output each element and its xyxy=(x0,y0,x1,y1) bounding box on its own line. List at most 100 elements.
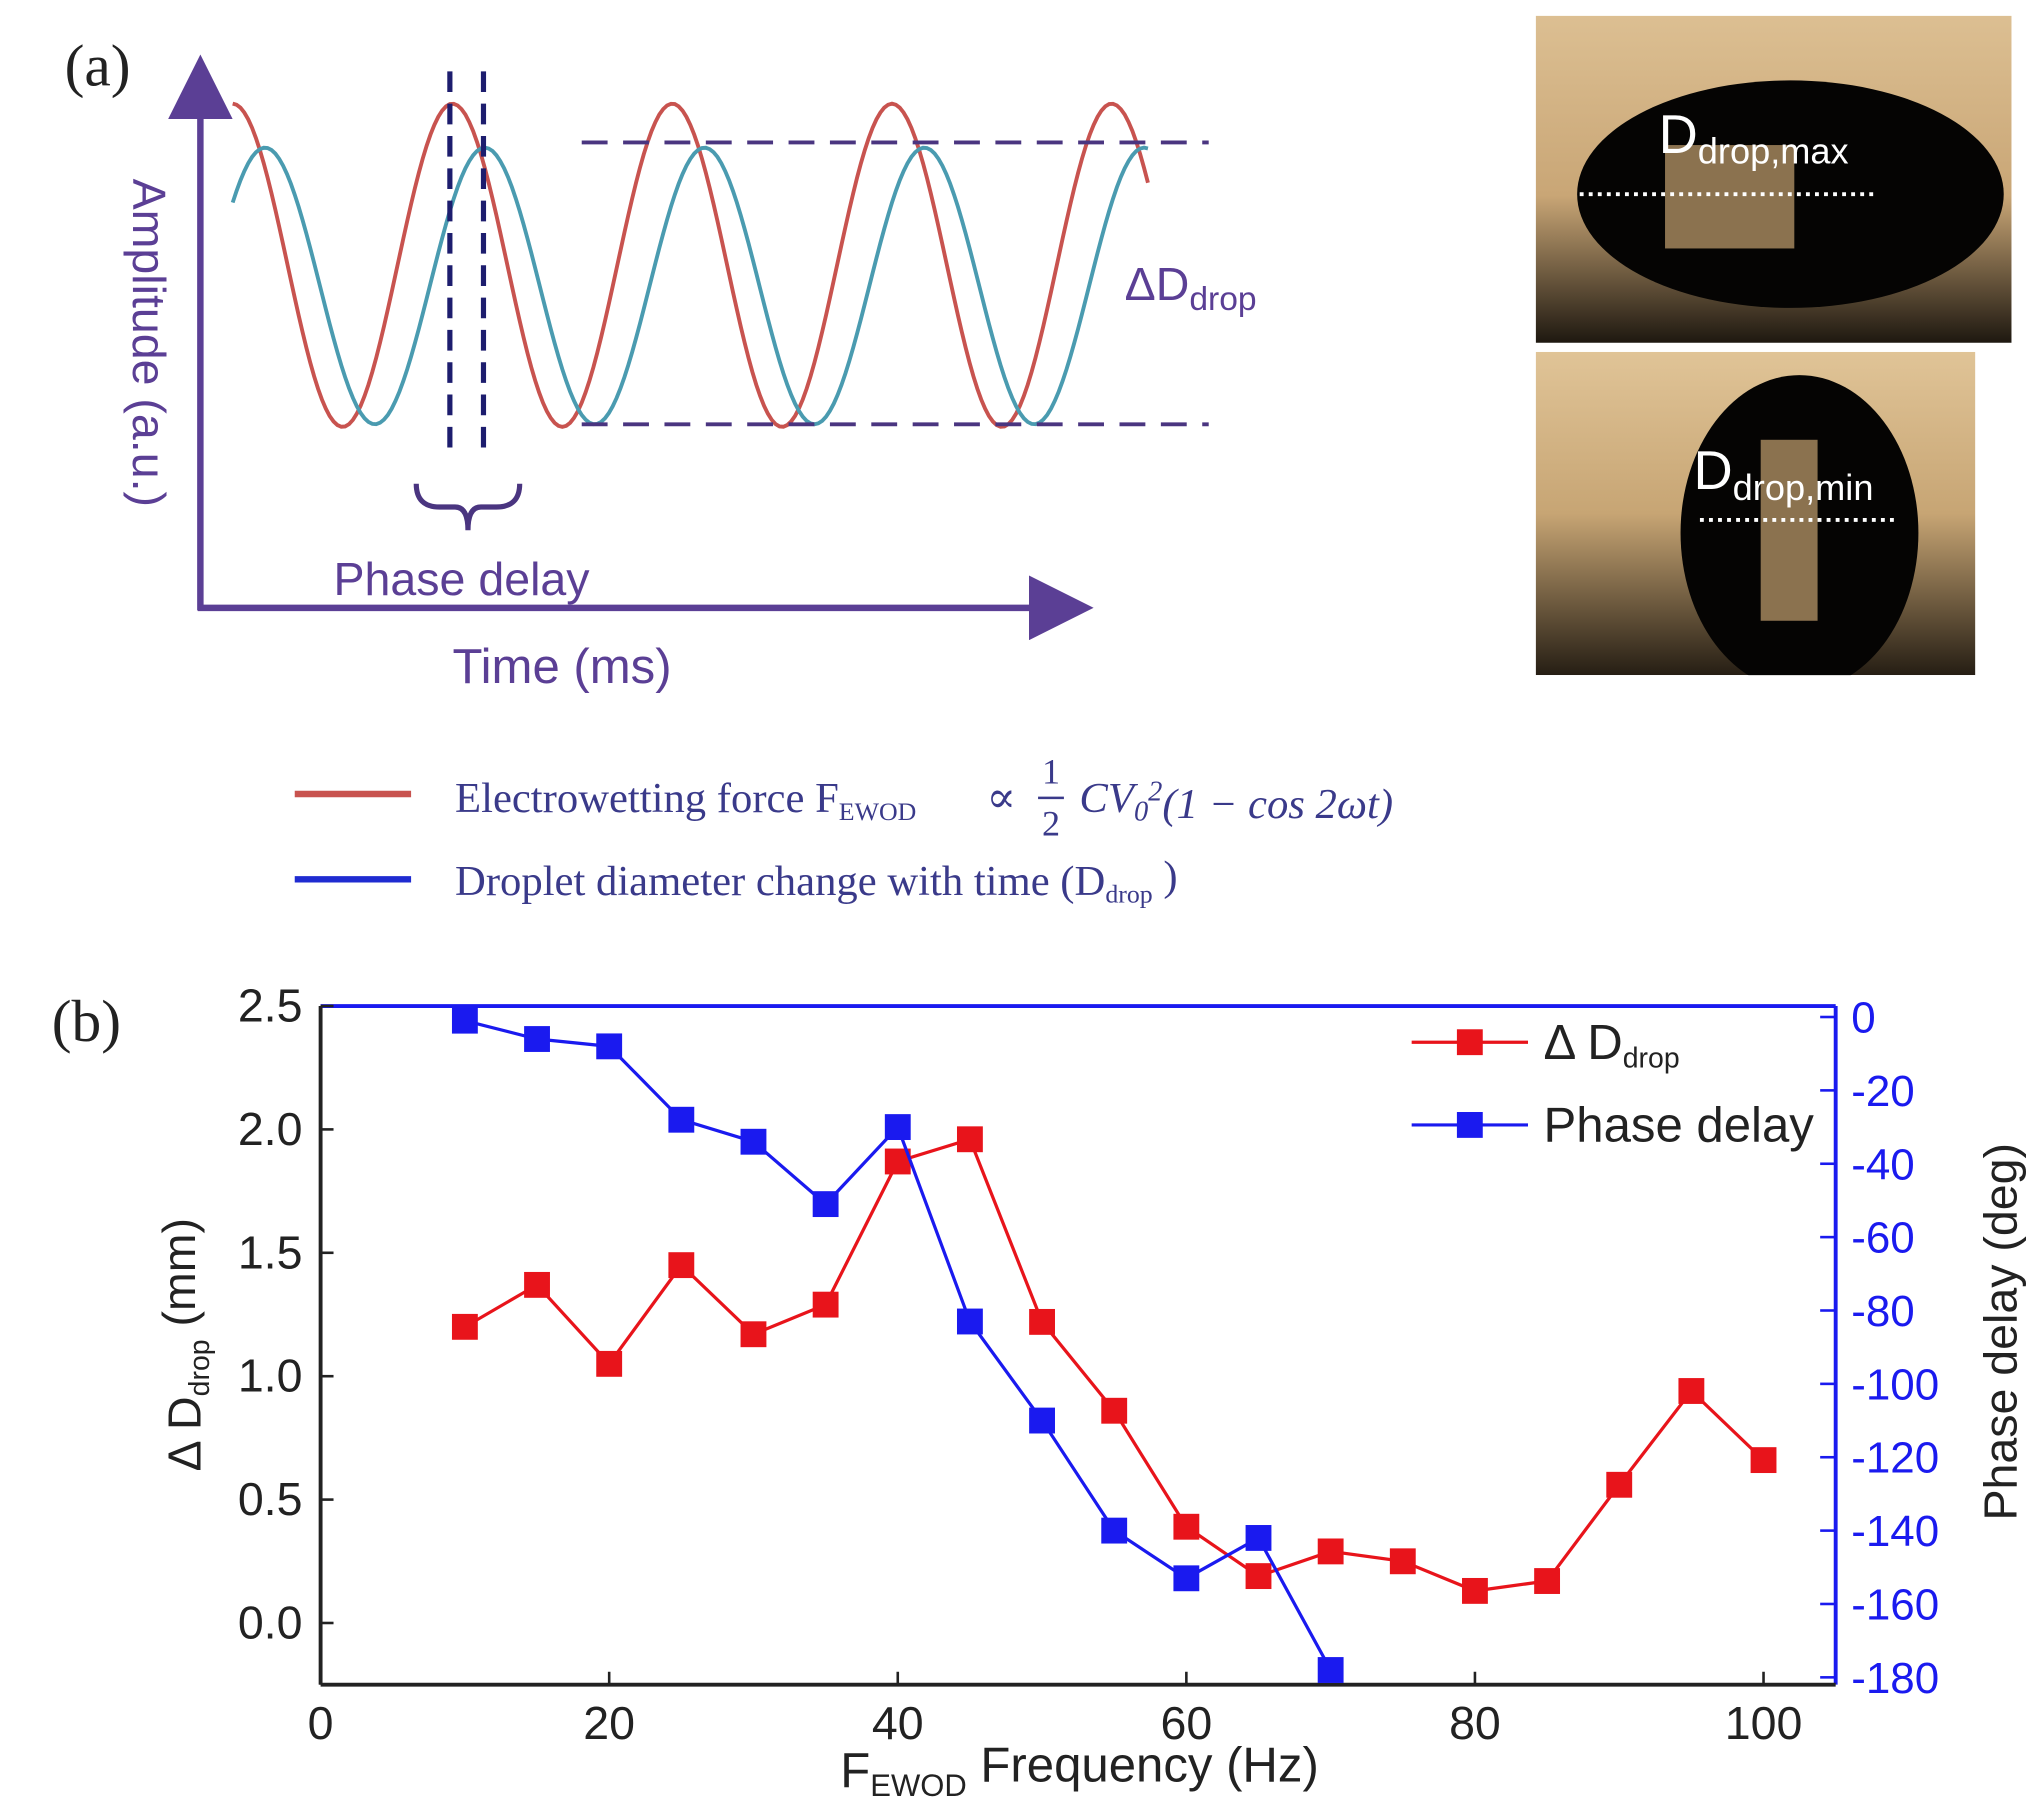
reflection xyxy=(1760,439,1818,621)
text-part: ΔD xyxy=(1125,258,1190,310)
y-tick-label: 0.5 xyxy=(238,1473,303,1525)
x-tick-label: 0 xyxy=(308,1697,334,1749)
photo-min: Ddrop,min xyxy=(1535,351,1976,676)
wave xyxy=(230,145,1149,427)
chart: (b) 0 20 40 60 80 100 0.0 0.5 1.0 1.5 2.0 2.5 0 -20 -40… xyxy=(52,980,2027,1800)
point xyxy=(1173,1565,1200,1592)
text-part: D xyxy=(1693,440,1732,501)
text-part: Δ D xyxy=(1544,1016,1623,1070)
proportional-sign: ∝ xyxy=(986,773,1016,822)
panel-label: (a) xyxy=(65,33,131,99)
point xyxy=(1389,1548,1416,1575)
wave xyxy=(232,101,1150,429)
subscript: 2 xyxy=(1148,777,1162,808)
y-tick-label: 1.5 xyxy=(238,1226,303,1278)
y2-tick-label: -60 xyxy=(1851,1214,1915,1263)
subscript: EWOD xyxy=(839,797,917,826)
photo-label: Ddrop,min xyxy=(1693,440,1873,508)
legend-label: Δ Ddrop xyxy=(1544,1016,1680,1075)
y2-axis-label: Phase delay (deg) xyxy=(1975,1143,2027,1521)
point xyxy=(524,1026,550,1052)
point xyxy=(740,1321,767,1348)
text-part: (1 − cos 2ωt) xyxy=(1162,781,1393,828)
y-tick-label: 2.0 xyxy=(238,1103,303,1155)
point xyxy=(956,1126,983,1153)
subscript: drop,max xyxy=(1698,131,1849,172)
fraction-denominator: 2 xyxy=(1042,803,1060,843)
x-tick-label: 80 xyxy=(1449,1697,1501,1749)
point xyxy=(740,1128,767,1155)
subscript: drop xyxy=(184,1339,216,1396)
text-part: D xyxy=(1659,104,1698,165)
subscript: drop xyxy=(1189,281,1256,318)
legend-marker xyxy=(1456,1112,1483,1138)
point xyxy=(1317,1538,1344,1565)
subscript: drop xyxy=(1105,880,1152,909)
schematic-curves xyxy=(230,101,1150,429)
text-part: (mm) xyxy=(153,1218,205,1339)
text-part: ) xyxy=(1153,853,1178,900)
x-axis-label: FEWOD Frequency (Hz) xyxy=(840,1738,1319,1800)
point xyxy=(596,1033,623,1060)
subscript: 0 xyxy=(1134,797,1148,828)
x-tick-label: 40 xyxy=(872,1697,924,1749)
y2-tick-label: -80 xyxy=(1851,1287,1915,1336)
point xyxy=(1173,1513,1200,1540)
reflection xyxy=(1665,145,1795,249)
point xyxy=(812,1191,839,1218)
legend-formula: CV02(1 − cos 2ωt) xyxy=(1079,775,1393,828)
point xyxy=(1029,1407,1055,1434)
fraction-numerator: 1 xyxy=(1042,752,1060,792)
point xyxy=(1534,1568,1561,1594)
text-part: Droplet diameter change with time (D xyxy=(455,858,1105,905)
y2-tick-label: -160 xyxy=(1851,1580,1939,1629)
panel-label: (b) xyxy=(52,988,121,1054)
point xyxy=(1245,1525,1272,1551)
photo-label: Ddrop,max xyxy=(1659,104,1849,172)
legend-text: Droplet diameter change with time (Ddrop… xyxy=(455,853,1178,909)
y2-tick-label: -140 xyxy=(1851,1507,1939,1556)
point xyxy=(668,1106,695,1133)
y2-tick-label: -180 xyxy=(1851,1654,1939,1703)
x-tick-label: 60 xyxy=(1160,1697,1212,1749)
text-part: CV xyxy=(1079,775,1138,822)
y-label: Amplitude (a.u.) xyxy=(123,179,175,507)
x-label: Time (ms) xyxy=(452,640,671,694)
point xyxy=(956,1308,983,1335)
y2-tick-label: -20 xyxy=(1851,1067,1915,1116)
text-part: F xyxy=(840,1744,870,1798)
point xyxy=(884,1114,911,1140)
point xyxy=(1462,1577,1488,1604)
x-tick-label: 100 xyxy=(1725,1697,1803,1749)
legend-label: Phase delay xyxy=(1544,1099,1815,1153)
point xyxy=(1245,1563,1272,1590)
y2-tick-label: -40 xyxy=(1851,1140,1915,1189)
subscript: drop,min xyxy=(1733,467,1874,508)
point xyxy=(1029,1308,1055,1335)
subscript: drop xyxy=(1623,1043,1680,1075)
y-axis-label: Δ Ddrop (mm) xyxy=(153,1218,216,1471)
text-part: Δ D xyxy=(158,1396,210,1471)
y-tick-label: 2.5 xyxy=(238,980,303,1032)
text-part: Frequency (Hz) xyxy=(967,1738,1319,1792)
point xyxy=(1101,1397,1128,1424)
y-tick-label: 0.0 xyxy=(238,1597,303,1649)
delta-label: ΔDdrop xyxy=(1125,258,1257,318)
point xyxy=(451,1313,478,1340)
subscript: EWOD xyxy=(870,1768,967,1800)
legend-marker xyxy=(1456,1029,1483,1056)
x-tick-label: 20 xyxy=(583,1697,635,1749)
point xyxy=(1750,1447,1777,1474)
point xyxy=(1678,1378,1705,1404)
point xyxy=(451,1007,478,1034)
point xyxy=(1101,1517,1128,1544)
brace xyxy=(413,483,523,531)
y2-tick-label: 0 xyxy=(1851,994,1875,1043)
photo-max: Ddrop,max xyxy=(1535,15,2012,343)
point xyxy=(596,1350,623,1377)
y2-tick-label: -100 xyxy=(1851,1360,1939,1409)
phase-label: Phase delay xyxy=(334,553,591,605)
text-part: Phase delay xyxy=(1544,1099,1815,1153)
point xyxy=(812,1291,839,1318)
